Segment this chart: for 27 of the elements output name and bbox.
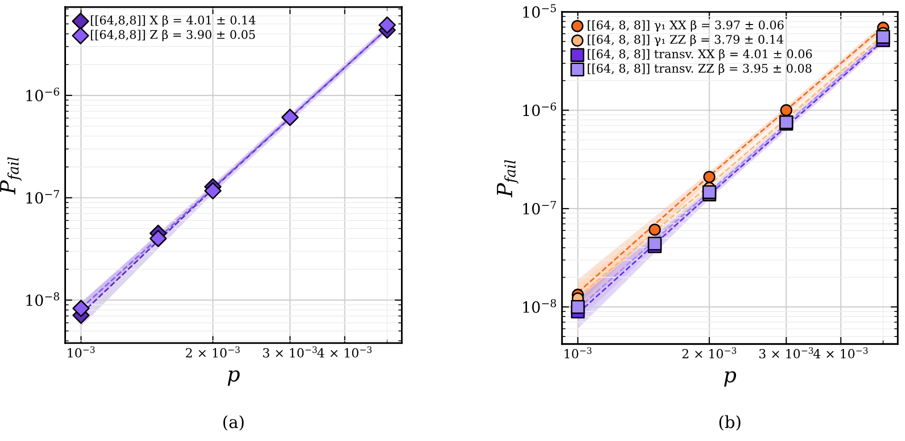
legend-label: [[64, 8, 8]] transv. ZZ β = 3.95 ± 0.08 — [588, 64, 812, 76]
x-tick-label: 10$^{−3}$ — [68, 346, 95, 358]
y-tick-label: 10$^{−6}$ — [523, 102, 556, 116]
x-tick-label: 4 × 10$^{−3}$ — [317, 346, 372, 358]
legend-label: [[64,8,8]] X β = 4.01 ± 0.14 — [90, 15, 256, 27]
x-tick-label: 2 × 10$^{−3}$ — [682, 347, 736, 358]
x-tick-label: 10$^{−3}$ — [564, 347, 592, 358]
legend-label: [[64, 8, 8]] γ₁ ZZ β = 3.79 ± 0.14 — [588, 34, 784, 46]
x-tick-label: 3 × 10$^{−3}$ — [263, 346, 317, 358]
legend-label: [[64, 8, 8]] γ₁ XX β = 3.97 ± 0.06 — [588, 20, 784, 32]
y-tick-label: 10$^{−7}$ — [26, 190, 60, 204]
x-axis-title: p — [228, 370, 240, 386]
x-tick-label: 4 × 10$^{−3}$ — [813, 347, 868, 358]
text: (b) — [719, 415, 740, 431]
y-tick-label: 10$^{−7}$ — [523, 200, 556, 215]
y-axis-title: P$_{fail}$ — [496, 160, 518, 198]
x-tick-label: 3 × 10$^{−3}$ — [759, 347, 814, 358]
legend-label: [[64, 8, 8]] transv. XX β = 4.01 ± 0.06 — [588, 49, 812, 61]
y-tick-label: 10$^{−5}$ — [523, 4, 556, 18]
legend-label: [[64,8,8]] Z β = 3.90 ± 0.05 — [90, 30, 255, 42]
y-axis-title: P$_{fail}$ — [0, 157, 22, 195]
x-axis-title: p — [724, 371, 736, 387]
text: (a) — [223, 415, 244, 431]
y-tick-label: 10$^{−8}$ — [523, 299, 556, 313]
x-tick-label: 2 × 10$^{−3}$ — [186, 346, 240, 358]
y-tick-label: 10$^{−8}$ — [26, 292, 60, 306]
y-tick-label: 10$^{−6}$ — [26, 88, 60, 102]
